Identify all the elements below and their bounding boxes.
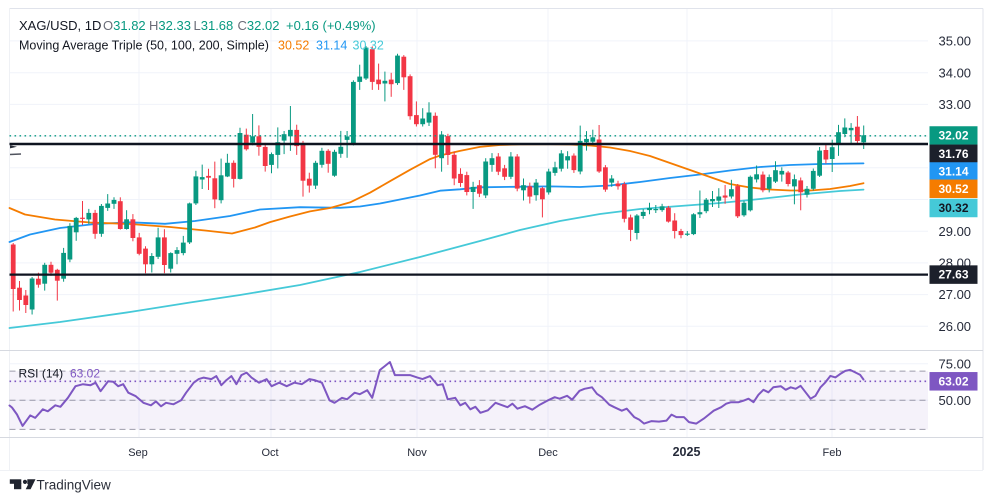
svg-text:2025: 2025: [673, 445, 701, 459]
svg-text:27.00: 27.00: [939, 287, 972, 302]
svg-text:35.00: 35.00: [939, 34, 972, 49]
svg-text:34.00: 34.00: [939, 65, 972, 80]
svg-text:TradingView: TradingView: [37, 478, 112, 493]
svg-text:30.52: 30.52: [938, 182, 968, 196]
svg-text:29.00: 29.00: [939, 224, 972, 239]
svg-text:26.00: 26.00: [939, 319, 972, 334]
svg-text:63.02: 63.02: [938, 374, 968, 388]
svg-text:32.02: 32.02: [938, 129, 968, 143]
svg-text:RSI (14)63.02: RSI (14) 63.02: [19, 367, 101, 381]
svg-text:Feb: Feb: [823, 447, 842, 459]
svg-text:31.76: 31.76: [938, 147, 968, 161]
svg-text:75.00: 75.00: [939, 356, 972, 371]
svg-text:Dec: Dec: [538, 447, 558, 459]
svg-text:33.00: 33.00: [939, 97, 972, 112]
svg-text:Sep: Sep: [128, 447, 148, 459]
svg-text:30.32: 30.32: [938, 201, 968, 215]
svg-text:Nov: Nov: [407, 447, 427, 459]
svg-text:Oct: Oct: [261, 447, 278, 459]
svg-text:27.63: 27.63: [938, 268, 968, 282]
svg-text:31.14: 31.14: [938, 165, 968, 179]
svg-text:Moving Average Triple (50, 100: Moving Average Triple (50, 100, 200, Sim…: [19, 39, 384, 53]
svg-text:50.00: 50.00: [939, 393, 972, 408]
